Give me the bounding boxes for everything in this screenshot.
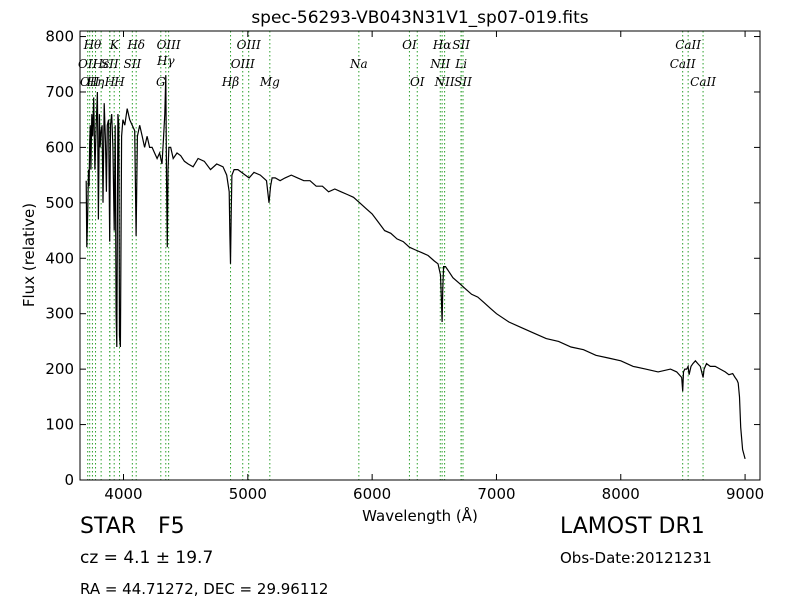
y-tick-label: 300 [45, 305, 74, 323]
line-label: OI [410, 75, 425, 89]
line-label: Hγ [156, 54, 175, 68]
redshift-text: cz = 4.1 ± 19.7 [80, 548, 214, 568]
line-label: OII [80, 75, 100, 89]
line-label: Na [349, 57, 368, 71]
x-tick-label: 4000 [104, 485, 142, 503]
line-label: CaII [670, 57, 696, 71]
x-tick-label: 9000 [726, 485, 764, 503]
line-label: OIII [231, 57, 255, 71]
plot-frame [79, 30, 761, 481]
line-label: G [156, 75, 166, 89]
line-label: Hδ [126, 38, 145, 52]
y-tick-label: 600 [45, 138, 74, 156]
line-label: OIII [157, 38, 181, 52]
y-tick-label: 500 [45, 194, 74, 212]
survey-name: LAMOST DR1 [560, 514, 705, 539]
coordinates-text: RA = 44.71272, DEC = 29.96112 [80, 580, 329, 598]
observation-date: Obs-Date:20121231 [560, 549, 712, 567]
line-label: CaII [675, 38, 701, 52]
y-axis: 0 100 200 300 400 500 600 700 800 [45, 28, 760, 489]
line-label: Mg [259, 75, 280, 89]
line-label: SII [454, 75, 472, 89]
y-tick-label: 800 [45, 28, 74, 46]
line-label: NII [429, 57, 450, 71]
y-tick-label: 400 [45, 249, 74, 267]
x-tick-label: 5000 [229, 485, 267, 503]
spectral-subclass: F5 [158, 514, 185, 539]
line-label: Hη [86, 75, 105, 89]
line-label: NII [434, 75, 455, 89]
line-label: OII [78, 57, 98, 71]
line-label: SII [123, 57, 141, 71]
y-tick-label: 200 [45, 360, 74, 378]
line-label: OIII [237, 38, 261, 52]
line-label: CaII [690, 75, 716, 89]
line-label: H [113, 75, 125, 89]
y-axis-label: Flux (relative) [20, 203, 38, 307]
object-class: STAR [80, 514, 137, 539]
line-label: Li [454, 57, 467, 71]
x-tick-label: 7000 [477, 485, 515, 503]
x-axis: 4000 5000 6000 7000 8000 9000 [104, 31, 764, 503]
chart-title: spec-56293-VB043N31V1_sp07-019.fits [251, 8, 588, 28]
y-tick-label: 0 [64, 471, 74, 489]
spectrum-line [85, 75, 746, 460]
x-tick-label: 6000 [353, 485, 391, 503]
y-tick-label: 100 [45, 416, 74, 434]
line-label: OI [402, 38, 417, 52]
line-label: K [109, 38, 120, 52]
line-label: SII [101, 57, 119, 71]
line-label: SII [452, 38, 470, 52]
line-label: Hβ [221, 75, 239, 89]
line-label-group: OIIOIIHθHηHεSIIHKHSIIHδGHγOIIIHβOIIIOIII… [78, 38, 716, 89]
x-axis-label: Wavelength (Å) [362, 506, 478, 525]
line-label: H [104, 75, 116, 89]
x-tick-label: 8000 [602, 485, 640, 503]
line-label: Hθ [83, 38, 102, 52]
line-marker-group [87, 31, 704, 480]
y-tick-label: 700 [45, 83, 74, 101]
line-label: Hα [432, 38, 452, 52]
line-label: Hε [92, 57, 110, 71]
